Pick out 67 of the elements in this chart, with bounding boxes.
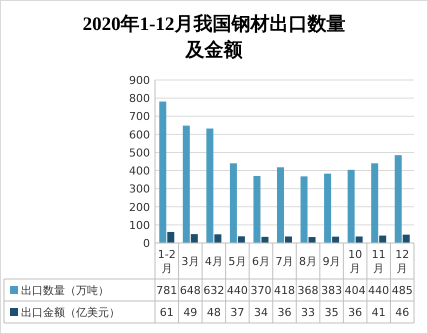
x-tick-label: 5月 bbox=[228, 255, 246, 268]
data-label: 33 bbox=[301, 306, 316, 319]
data-label: 418 bbox=[274, 284, 295, 297]
data-label: 35 bbox=[324, 306, 339, 319]
data-label: 370 bbox=[250, 284, 272, 297]
data-label: 49 bbox=[183, 306, 198, 319]
y-tick-label: 100 bbox=[129, 218, 150, 232]
legend-label: 出口数量（万吨） bbox=[21, 284, 109, 297]
bar bbox=[348, 170, 355, 243]
y-tick-label: 600 bbox=[129, 128, 150, 142]
data-label: 383 bbox=[321, 284, 342, 297]
bar bbox=[230, 163, 237, 243]
bar bbox=[371, 163, 378, 243]
x-tick-label: 12月 bbox=[395, 248, 410, 275]
y-tick-label: 800 bbox=[129, 92, 150, 106]
bar bbox=[324, 174, 332, 243]
data-label: 485 bbox=[392, 284, 413, 297]
legend-label: 出口金额（亿美元） bbox=[21, 306, 120, 319]
y-tick-label: 900 bbox=[129, 74, 150, 87]
bar bbox=[167, 232, 174, 243]
x-tick-label: 3月 bbox=[181, 255, 200, 268]
bar bbox=[379, 236, 386, 243]
bar bbox=[308, 237, 316, 243]
x-tick-label: 9月 bbox=[322, 255, 341, 268]
data-label: 368 bbox=[298, 284, 319, 297]
y-tick-label: 300 bbox=[129, 182, 150, 196]
bar bbox=[159, 102, 166, 243]
x-tick-label: 4月 bbox=[204, 255, 223, 268]
x-tick-label: 7月 bbox=[276, 255, 294, 268]
bar bbox=[182, 126, 190, 243]
bar bbox=[206, 128, 214, 243]
x-tick-label: 8月 bbox=[299, 255, 318, 268]
data-label: 36 bbox=[348, 306, 362, 319]
bar bbox=[394, 155, 402, 243]
bar bbox=[300, 176, 308, 243]
y-tick-label: 700 bbox=[129, 110, 150, 124]
data-label: 61 bbox=[160, 306, 174, 319]
bar bbox=[356, 236, 363, 243]
x-tick-label: 6月 bbox=[252, 255, 270, 268]
data-label: 34 bbox=[254, 306, 268, 319]
data-label: 404 bbox=[344, 284, 366, 297]
x-tick-label: 11月 bbox=[372, 248, 386, 275]
data-label: 440 bbox=[226, 284, 248, 297]
bar bbox=[332, 236, 340, 243]
x-tick-label: 1-2月 bbox=[158, 248, 176, 275]
data-label: 46 bbox=[395, 306, 410, 319]
bar bbox=[402, 234, 410, 243]
y-tick-label: 500 bbox=[129, 146, 150, 160]
bar bbox=[253, 176, 260, 243]
data-label: 36 bbox=[278, 306, 292, 319]
data-label: 632 bbox=[203, 284, 224, 297]
y-tick-label: 200 bbox=[129, 200, 150, 214]
data-label: 37 bbox=[230, 306, 244, 319]
y-tick-label: 400 bbox=[129, 164, 150, 178]
data-label: 781 bbox=[156, 284, 178, 297]
bar bbox=[277, 167, 284, 243]
data-label: 41 bbox=[372, 306, 386, 319]
bar bbox=[285, 236, 292, 243]
y-tick-label: 0 bbox=[143, 237, 150, 250]
bar bbox=[261, 236, 268, 243]
chart-title: 2020年1-12月我国钢材出口数量及金额 bbox=[82, 13, 346, 61]
data-label: 440 bbox=[368, 284, 390, 297]
bar bbox=[190, 234, 198, 243]
data-label: 648 bbox=[180, 284, 201, 297]
data-label: 48 bbox=[206, 306, 221, 319]
bar bbox=[214, 234, 222, 243]
x-tick-label: 10月 bbox=[348, 248, 362, 275]
